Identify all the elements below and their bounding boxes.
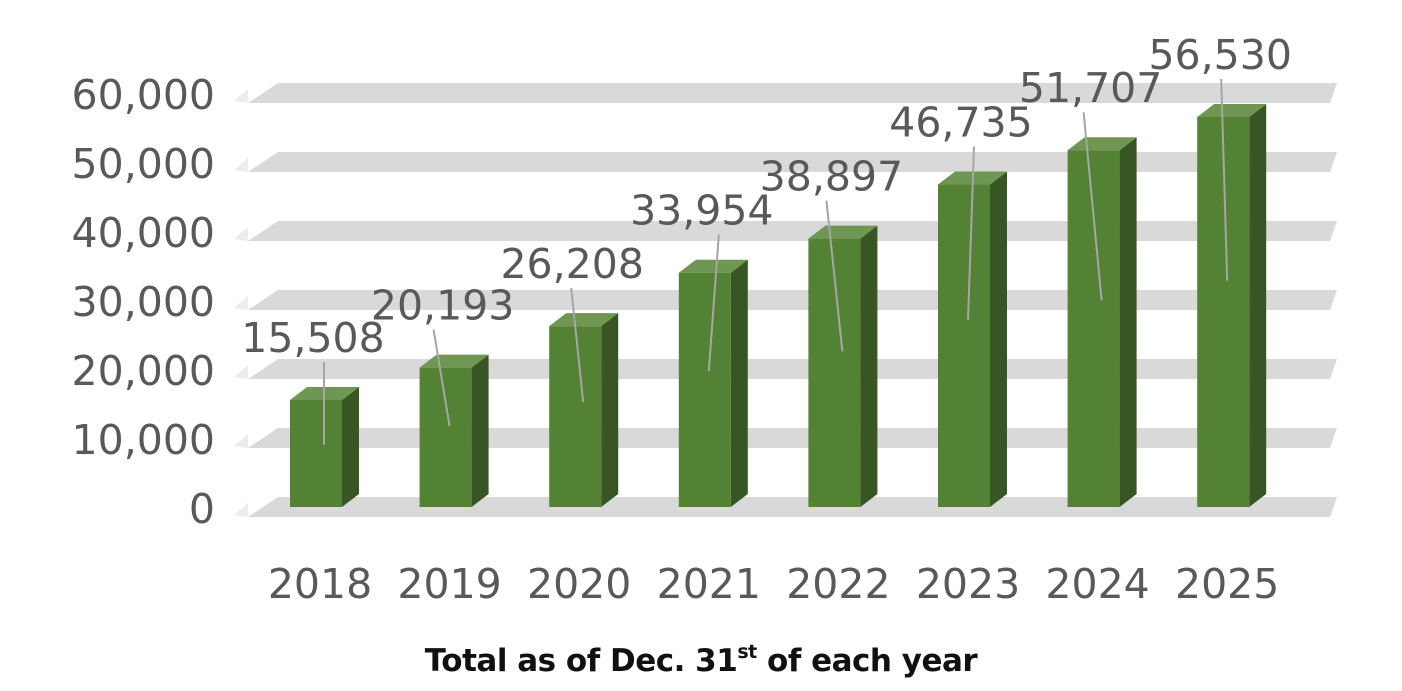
x-tick-label: 2022: [786, 560, 890, 608]
x-tick-label: 2020: [527, 560, 631, 608]
gridline-edge-40000: [234, 227, 248, 241]
bar-side: [730, 259, 748, 507]
gridline-edge-30000: [234, 296, 248, 310]
bar-side: [601, 313, 619, 507]
bar-top: [549, 313, 619, 327]
gridline-40000: [248, 221, 1337, 241]
x-tick-label: 2025: [1175, 560, 1279, 608]
bar-top: [808, 225, 878, 239]
bar-side: [1249, 103, 1267, 508]
y-tick-label: 30,000: [72, 278, 215, 326]
x-axis: 2018 2019 2020 2021 2022 2023 2024 2025: [268, 560, 1280, 608]
gridlines: [234, 83, 1337, 517]
bar-side: [860, 225, 878, 507]
bar-front: [419, 367, 472, 507]
leader-line: [825, 200, 844, 352]
bar-2025: [1197, 103, 1267, 508]
y-tick-label: 60,000: [72, 71, 215, 119]
bar-2020: [549, 313, 619, 507]
bar-side: [471, 354, 489, 507]
y-tick-label: 50,000: [72, 140, 215, 188]
bar-2019: [419, 354, 489, 507]
y-tick-label: 40,000: [72, 209, 215, 257]
data-label: 56,530: [1148, 31, 1291, 79]
data-label: 46,735: [889, 99, 1032, 147]
x-tick-label: 2019: [397, 560, 501, 608]
bar-2023: [938, 171, 1007, 507]
gridline-60000: [248, 83, 1337, 103]
bar-front: [1067, 150, 1120, 508]
y-tick-label: 10,000: [72, 416, 215, 464]
x-tick-label: 2024: [1045, 560, 1149, 608]
gridline-edge-20000: [234, 365, 248, 379]
leader-line: [707, 234, 720, 372]
leader-line: [570, 288, 585, 403]
leader-line: [1082, 112, 1103, 301]
gridline-50000: [248, 152, 1337, 172]
gridline-10000: [248, 428, 1337, 448]
bar-front: [938, 184, 990, 507]
caption-superscript: st: [737, 641, 757, 663]
leader-line: [432, 329, 451, 427]
bar-front: [678, 272, 731, 507]
data-label: 15,508: [241, 314, 384, 362]
leader-line: [1220, 78, 1229, 281]
bar-2024: [1067, 137, 1137, 508]
bar-top: [419, 354, 489, 368]
bar-top: [1197, 103, 1267, 117]
x-tick-label: 2021: [657, 560, 761, 608]
y-axis: 0 10,000 20,000 30,000 40,000 50,000 60,000: [72, 71, 215, 533]
y-tick-label: 20,000: [72, 347, 215, 395]
gridline-20000: [248, 359, 1337, 379]
bar-front: [1197, 116, 1250, 508]
bar-top: [678, 259, 748, 273]
bar-side: [1119, 137, 1137, 508]
bar-front: [549, 326, 602, 507]
y-tick-label: 0: [189, 485, 215, 533]
bar-2021: [678, 259, 748, 507]
x-tick-label: 2023: [916, 560, 1020, 608]
x-tick-label: 2018: [268, 560, 372, 608]
bar-side: [342, 386, 359, 507]
gridline-edge-50000: [234, 158, 248, 172]
caption-prefix: Total as of Dec. 31: [424, 643, 738, 679]
bar-2022: [808, 225, 878, 507]
data-label: 26,208: [500, 240, 643, 288]
gridline-0: [248, 497, 1337, 517]
bar-side: [990, 171, 1007, 507]
leader-line: [967, 146, 975, 321]
data-label: 20,193: [371, 282, 514, 330]
gridline-30000: [248, 290, 1337, 310]
chart-caption: Total as of Dec. 31st of each year: [0, 643, 1402, 677]
caption-suffix: of each year: [756, 643, 978, 679]
bar-top: [1067, 137, 1137, 151]
gridline-edge-10000: [234, 434, 248, 448]
data-label: 33,954: [630, 187, 773, 235]
label-leader-lines: [323, 78, 1229, 445]
gridline-edge-60000: [234, 89, 248, 103]
data-label: 51,707: [1019, 64, 1162, 112]
bar-front: [290, 399, 342, 507]
data-label: 38,897: [760, 153, 903, 201]
gridline-edge-0: [234, 503, 248, 517]
